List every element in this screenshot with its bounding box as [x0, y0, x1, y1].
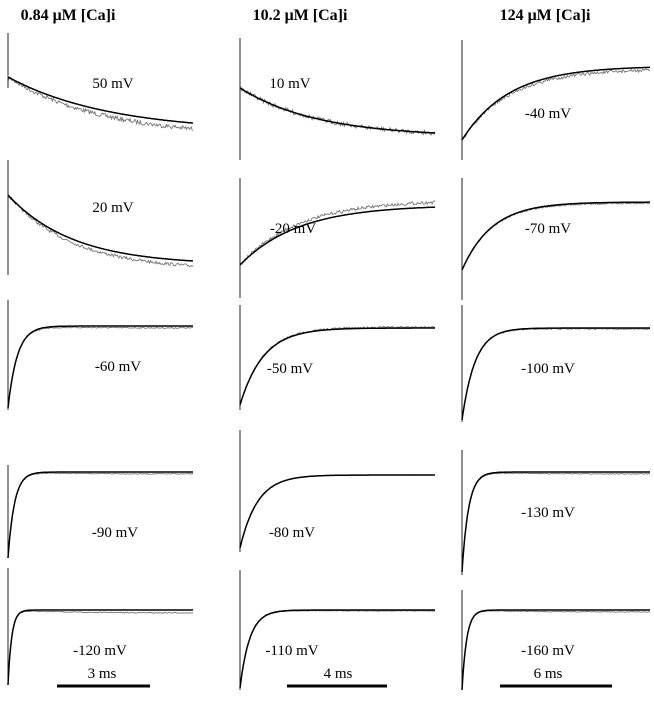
scale-bar-label: 3 ms [88, 666, 117, 682]
fit-curve [7, 325, 193, 409]
recorded-trace [7, 610, 194, 685]
recorded-trace [7, 74, 194, 131]
recorded-trace [239, 86, 436, 136]
voltage-label: -80 mV [269, 525, 315, 541]
column-title: 0.84 μM [Ca]i [21, 7, 116, 24]
voltage-label: -40 mV [525, 106, 571, 122]
fit-curve [7, 609, 193, 686]
voltage-label: -70 mV [525, 221, 571, 237]
fit-curve [239, 87, 436, 134]
fit-curve [239, 474, 435, 549]
column-title: 124 μM [Ca]i [500, 7, 591, 24]
recorded-trace [7, 472, 194, 558]
recorded-trace [461, 68, 650, 140]
recorded-trace [239, 200, 436, 266]
recorded-trace [461, 610, 651, 690]
voltage-label: -130 mV [521, 505, 575, 521]
recorded-trace [7, 195, 194, 267]
recorded-trace [461, 472, 651, 573]
voltage-label: -50 mV [267, 361, 313, 377]
column-title: 10.2 μM [Ca]i [253, 7, 348, 24]
voltage-label: -100 mV [521, 361, 575, 377]
voltage-label: -120 mV [73, 643, 127, 659]
fit-curve [239, 327, 435, 406]
voltage-label: 20 mV [92, 200, 133, 216]
fit-curve [7, 194, 194, 262]
voltage-label: -20 mV [270, 221, 316, 237]
fit-curve [461, 327, 650, 421]
fit-curve [7, 471, 193, 559]
fit-curve [461, 609, 650, 691]
fit-curve [461, 471, 650, 573]
fit-curve [461, 66, 650, 141]
fit-curve [239, 609, 435, 689]
scale-bar-label: 4 ms [324, 666, 353, 682]
fit-curve [7, 76, 194, 124]
voltage-label: 50 mV [92, 76, 133, 92]
fit-curve [461, 201, 650, 271]
fit-curve [239, 206, 436, 266]
voltage-label: 10 mV [269, 76, 310, 92]
voltage-label: -60 mV [95, 359, 141, 375]
voltage-label: -160 mV [521, 643, 575, 659]
scale-bar-label: 6 ms [534, 666, 563, 682]
voltage-label: -90 mV [92, 525, 138, 541]
voltage-label: -110 mV [265, 643, 318, 659]
